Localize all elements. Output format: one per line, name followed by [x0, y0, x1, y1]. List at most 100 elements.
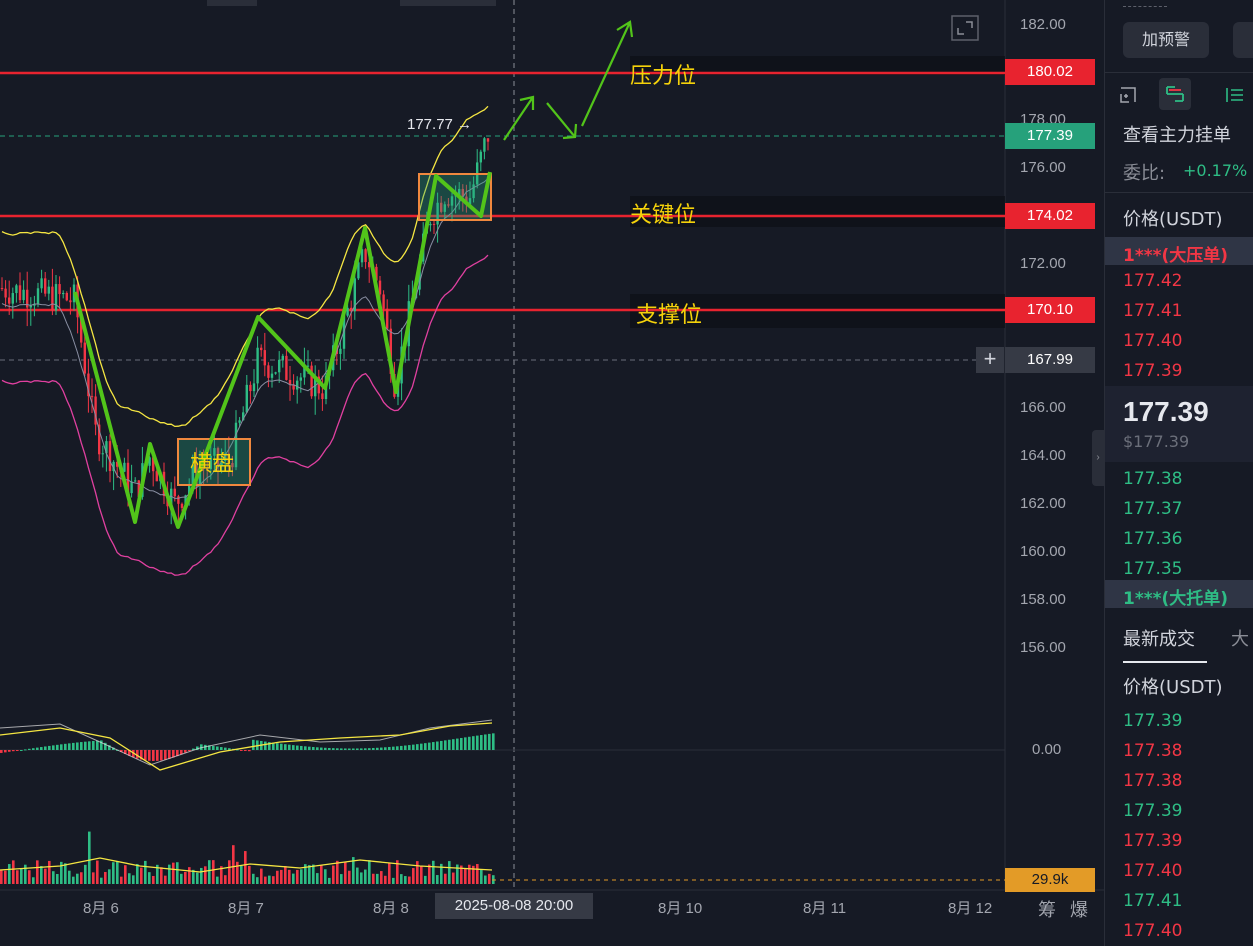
- macd-histogram-bar: [152, 750, 155, 761]
- candle-body: [317, 376, 320, 394]
- bid-big-row[interactable]: [1105, 580, 1253, 608]
- candle-body: [321, 393, 324, 399]
- candlestick-chart[interactable]: [0, 0, 1104, 946]
- candle-body: [270, 373, 274, 378]
- view-both-icon[interactable]: [1115, 82, 1141, 108]
- tab-latest-trades[interactable]: 最新成交: [1123, 629, 1195, 650]
- volume-bar: [112, 862, 115, 884]
- date-label: 8月 7: [228, 900, 264, 917]
- candle-body: [29, 305, 32, 308]
- middle-band-line: [1, 177, 489, 499]
- volume-bar: [84, 864, 87, 884]
- bid-price[interactable]: 177.35: [1123, 559, 1183, 579]
- macd-histogram-bar: [376, 747, 379, 750]
- candle-body: [461, 188, 464, 197]
- candle-body: [299, 377, 302, 381]
- axis-label: 166.00: [1020, 399, 1066, 416]
- toolbar-divider: [1105, 72, 1253, 73]
- candle-body: [0, 288, 4, 289]
- candle-body: [94, 396, 97, 425]
- candle-body: [177, 496, 180, 504]
- candle-body: [202, 468, 205, 470]
- macd-histogram-bar: [404, 745, 407, 750]
- candle-body: [98, 424, 101, 455]
- macd-histogram-bar: [216, 746, 219, 750]
- macd-histogram-bar: [348, 748, 351, 750]
- tab-large-trades[interactable]: 大: [1231, 629, 1249, 650]
- volume-bar: [20, 868, 23, 884]
- volume-ma-line: [0, 857, 493, 873]
- macd-histogram-bar: [0, 750, 3, 753]
- macd-histogram-bar: [424, 743, 427, 750]
- volume-bar: [376, 873, 379, 884]
- candle-body: [429, 223, 432, 226]
- candle-body: [486, 138, 490, 142]
- fullscreen-icon[interactable]: [950, 14, 980, 42]
- chip-tool-button[interactable]: 筹: [1038, 900, 1056, 921]
- macd-histogram-bar: [292, 745, 295, 750]
- macd-histogram-bar: [388, 746, 391, 750]
- view-list-icon[interactable]: [1221, 82, 1247, 108]
- candle-body: [155, 471, 158, 482]
- macd-histogram-bar: [112, 747, 115, 750]
- current-price-tag: 177.39: [1005, 123, 1095, 149]
- ask-price[interactable]: 177.41: [1123, 301, 1183, 321]
- macd-histogram-bar: [16, 750, 19, 751]
- ask-big-row[interactable]: [1105, 237, 1253, 265]
- active-tab-underline: [1123, 661, 1207, 663]
- crosshair-plus-icon[interactable]: +: [976, 347, 1004, 373]
- macd-histogram-bar: [136, 750, 139, 759]
- candle-body: [346, 307, 349, 316]
- secondary-button[interactable]: [1233, 22, 1253, 58]
- volume-bar: [480, 869, 483, 884]
- candle-body: [245, 384, 248, 413]
- macd-histogram-bar: [84, 741, 87, 750]
- macd-histogram-bar: [108, 745, 111, 750]
- macd-histogram-bar: [396, 746, 399, 750]
- candle-body: [234, 422, 238, 468]
- bid-price[interactable]: 177.37: [1123, 499, 1183, 519]
- macd-histogram-bar: [200, 744, 203, 750]
- ask-price[interactable]: 177.42: [1123, 271, 1183, 291]
- ask-price[interactable]: 177.39: [1123, 361, 1183, 381]
- volume-bar: [4, 870, 7, 884]
- volume-bar: [364, 869, 367, 884]
- volume-bar: [440, 863, 443, 884]
- ask-price[interactable]: 177.40: [1123, 331, 1183, 351]
- macd-histogram-bar: [340, 748, 343, 750]
- macd-histogram-bar: [416, 744, 419, 750]
- macd-histogram-bar: [284, 744, 287, 750]
- view-orderbook-icon[interactable]: [1159, 78, 1191, 110]
- panel-collapse-handle[interactable]: ›: [1092, 430, 1104, 486]
- candle-body: [447, 204, 450, 206]
- volume-bar: [432, 860, 435, 884]
- macd-histogram-bar: [100, 740, 103, 750]
- bid-price[interactable]: 177.38: [1123, 469, 1183, 489]
- main-orders-title[interactable]: 查看主力挂单: [1123, 125, 1231, 146]
- macd-histogram-bar: [440, 740, 443, 750]
- volume-bar: [196, 872, 199, 884]
- volume-bar: [144, 860, 147, 884]
- candle-body: [418, 261, 421, 290]
- candle-body: [152, 457, 155, 472]
- pressure-zone-label: 压力位: [630, 64, 697, 89]
- candle-body: [296, 380, 299, 390]
- volume-bar: [96, 860, 99, 884]
- macd-histogram-bar: [356, 748, 359, 750]
- volume-bar: [356, 867, 359, 884]
- macd-histogram-bar: [364, 748, 367, 750]
- last-price: 177.39: [1123, 396, 1209, 427]
- add-alert-button[interactable]: 加预警: [1123, 22, 1209, 58]
- axis-label: 176.00: [1020, 159, 1066, 176]
- candle-body: [54, 284, 58, 311]
- date-label: 8月 10: [658, 900, 703, 917]
- liquidation-tool-button[interactable]: 爆: [1070, 900, 1088, 921]
- candle-body: [436, 202, 439, 225]
- macd-histogram-bar: [280, 743, 283, 750]
- candle-body: [310, 365, 313, 397]
- bid-price[interactable]: 177.36: [1123, 529, 1183, 549]
- candle-body: [180, 503, 184, 508]
- volume-bar: [212, 860, 215, 884]
- volume-tag: 29.9k: [1005, 868, 1095, 892]
- bid-big-order: 1***(大托单): [1123, 589, 1229, 609]
